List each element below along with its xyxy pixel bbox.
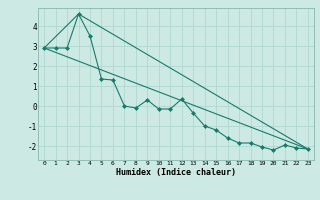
X-axis label: Humidex (Indice chaleur): Humidex (Indice chaleur) xyxy=(116,168,236,177)
